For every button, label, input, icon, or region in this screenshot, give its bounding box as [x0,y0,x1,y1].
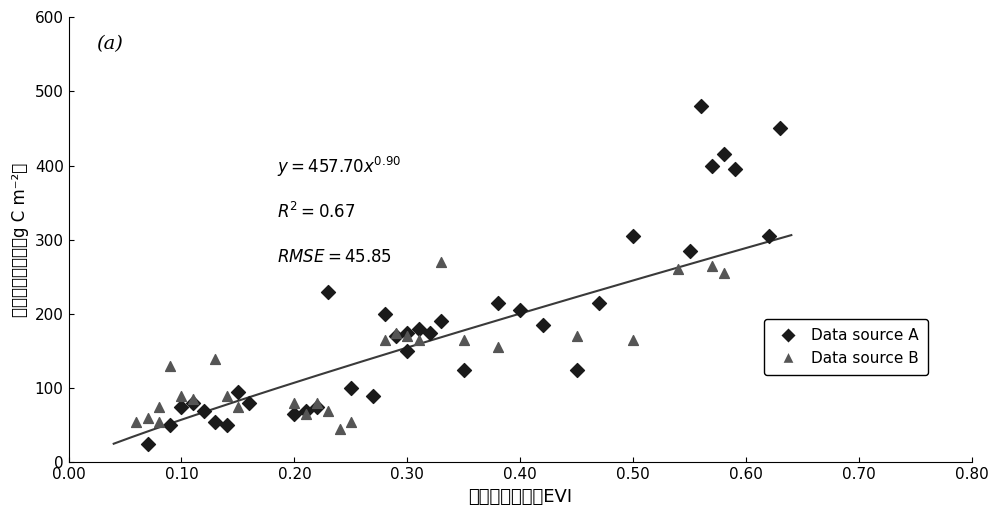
Data source B [298,410,314,418]
Text: $y = 457.70x^{0.90}$: $y = 457.70x^{0.90}$ [277,155,402,179]
Data source A [173,403,189,411]
Data source A [569,366,585,374]
Data source A [490,299,506,307]
Data source A [207,418,223,426]
Data source A [320,287,336,296]
X-axis label: 增强型植被指数EVI: 增强型植被指数EVI [468,488,572,506]
Data source A [365,391,381,400]
Text: $R^2 = 0.67$: $R^2 = 0.67$ [277,202,356,221]
Data source A [682,247,698,255]
Data source A [693,102,709,110]
Data source A [377,310,393,318]
Data source B [433,258,449,266]
Data source A [399,328,415,337]
Data source B [128,418,144,426]
Data source A [591,299,607,307]
Data source B [140,414,156,422]
Text: $RMSE = 45.85$: $RMSE = 45.85$ [277,248,392,266]
Data source A [309,403,325,411]
Data source A [196,406,212,415]
Data source B [490,343,506,352]
Data source A [230,388,246,396]
Data source A [219,421,235,430]
Y-axis label: 湿地植被碳存量（g C m⁻²）: 湿地植被碳存量（g C m⁻²） [11,163,29,317]
Data source B [230,403,246,411]
Data source B [704,262,720,270]
Data source B [670,265,686,273]
Data source A [704,161,720,170]
Data source B [151,418,167,426]
Text: (a): (a) [96,35,123,53]
Data source A [625,232,641,240]
Data source B [219,391,235,400]
Data source A [716,150,732,159]
Data source B [716,269,732,277]
Data source A [241,399,257,407]
Data source B [320,406,336,415]
Data source B [411,336,427,344]
Data source A [162,421,178,430]
Data source A [140,440,156,448]
Data source A [512,306,528,314]
Data source B [162,362,178,370]
Data source B [309,399,325,407]
Data source B [173,391,189,400]
Data source B [332,425,348,433]
Data source A [411,325,427,333]
Data source B [569,332,585,340]
Data source A [422,328,438,337]
Data source B [388,328,404,337]
Data source B [151,403,167,411]
Data source B [625,336,641,344]
Data source B [185,395,201,403]
Data source A [343,384,359,392]
Data source A [456,366,472,374]
Legend: Data source A, Data source B: Data source A, Data source B [764,318,928,375]
Data source A [399,347,415,355]
Data source A [761,232,777,240]
Data source A [286,410,302,418]
Data source A [727,165,743,173]
Data source B [399,332,415,340]
Data source B [207,355,223,363]
Data source B [286,399,302,407]
Data source A [535,321,551,329]
Data source B [456,336,472,344]
Data source A [388,332,404,340]
Data source B [377,336,393,344]
Data source A [772,124,788,132]
Data source B [343,418,359,426]
Data source A [185,399,201,407]
Data source A [298,406,314,415]
Data source A [433,317,449,326]
